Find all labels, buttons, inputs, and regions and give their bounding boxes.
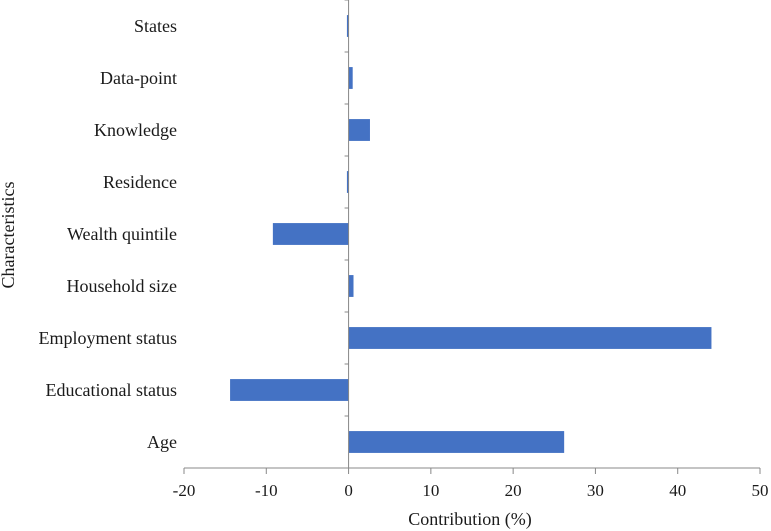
x-tick-label: 40 [669,481,686,500]
x-tick-label: 30 [587,481,604,500]
bar-household-size [348,275,354,297]
bar-residence [346,171,349,193]
bar-age [348,431,565,453]
category-label: Employment status [39,328,178,348]
x-tick-label: 50 [752,481,769,500]
bar-states [346,15,349,37]
y-axis-title: Characteristics [0,182,18,289]
bar-wealth-quintile [272,223,349,245]
category-label: States [134,16,177,36]
category-label: Educational status [46,380,177,400]
bar-knowledge [348,119,370,141]
category-label: Residence [103,172,177,192]
x-tick-label: 0 [344,481,353,500]
x-tick-label: -10 [255,481,278,500]
category-label: Data-point [100,68,177,88]
category-label: Household size [67,276,177,296]
x-tick-label: 20 [505,481,522,500]
category-label: Knowledge [94,120,177,140]
axes-group [183,0,761,474]
bars-group [230,15,712,453]
bar-educational-status [230,379,349,401]
bar-employment-status [348,327,712,349]
x-tick-label: 10 [422,481,439,500]
x-axis-title: Contribution (%) [408,509,532,530]
category-label: Wealth quintile [67,224,177,244]
x-tick-label: -20 [173,481,196,500]
category-label: Age [147,432,177,452]
bar-data-point [348,67,353,89]
labels-group: States Data-point Knowledge Residence Wealth… [39,16,769,500]
